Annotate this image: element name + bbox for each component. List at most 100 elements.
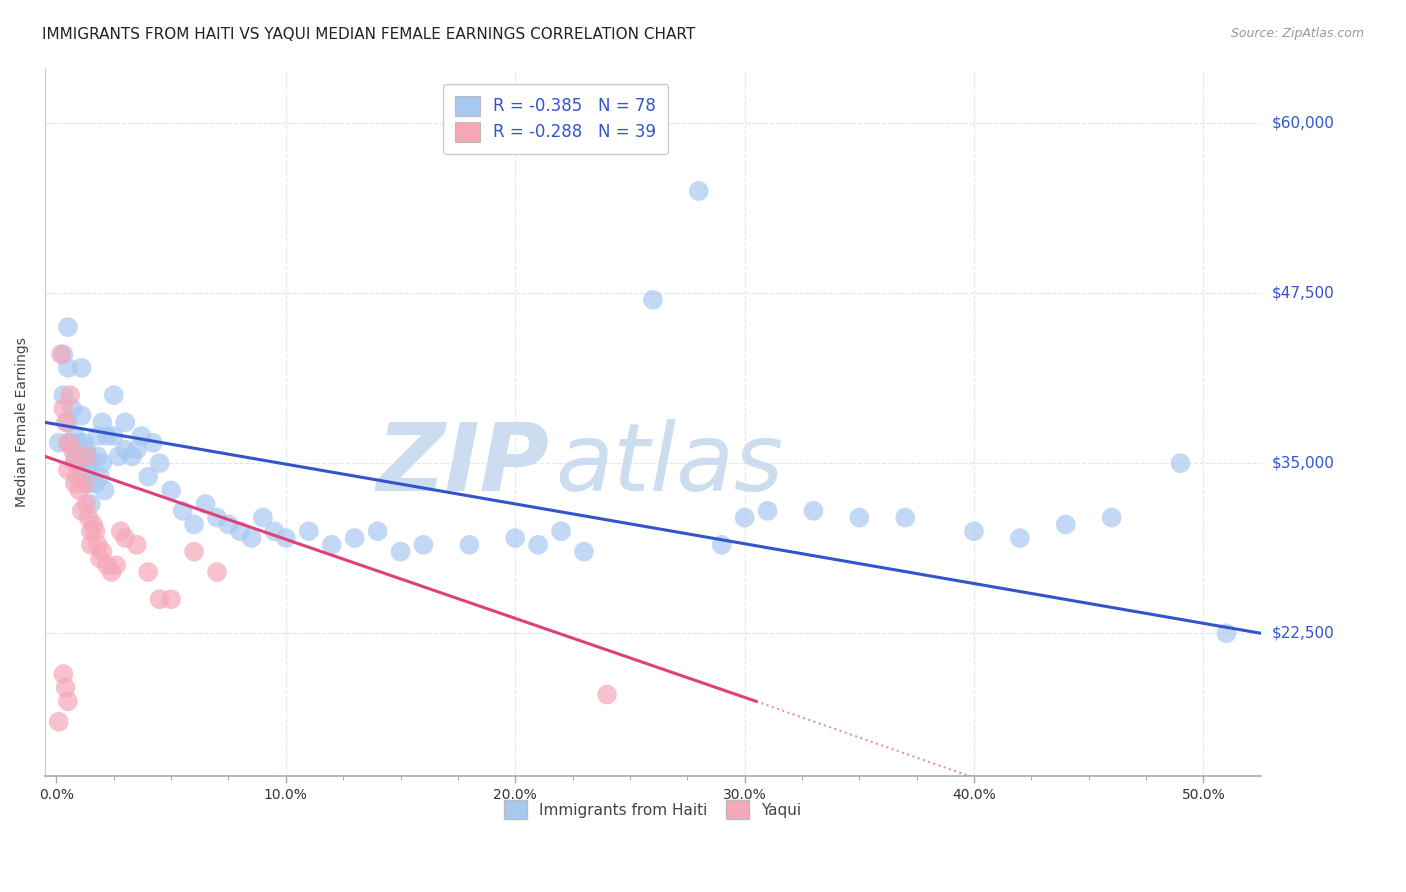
Point: [62, 401, 84, 416]
Point: [963, 524, 986, 539]
Point: [75, 497, 97, 511]
Point: [89, 470, 111, 484]
Text: $47,500: $47,500: [1272, 285, 1334, 301]
Point: [503, 531, 526, 545]
Point: [172, 504, 194, 518]
Point: [49, 347, 72, 361]
Point: [183, 517, 205, 532]
Point: [527, 538, 550, 552]
Text: IMMIGRANTS FROM HAITI VS YAQUI MEDIAN FEMALE EARNINGS CORRELATION CHART: IMMIGRANTS FROM HAITI VS YAQUI MEDIAN FE…: [42, 27, 696, 42]
Point: [91, 415, 114, 429]
Point: [91, 456, 114, 470]
Point: [641, 293, 664, 307]
Point: [848, 510, 870, 524]
Point: [56, 415, 79, 429]
Point: [73, 476, 96, 491]
Point: [205, 510, 228, 524]
Point: [107, 450, 129, 464]
Point: [67, 435, 90, 450]
Point: [103, 429, 125, 443]
Point: [596, 688, 619, 702]
Point: [77, 450, 100, 464]
Point: [89, 551, 111, 566]
Point: [93, 483, 115, 498]
Point: [734, 510, 756, 524]
Point: [84, 524, 107, 539]
Point: [205, 565, 228, 579]
Point: [131, 429, 153, 443]
Text: $60,000: $60,000: [1272, 115, 1334, 130]
Point: [710, 538, 733, 552]
Point: [87, 538, 110, 552]
Point: [59, 435, 82, 450]
Point: [263, 524, 285, 539]
Point: [63, 429, 86, 443]
Point: [218, 517, 240, 532]
Point: [66, 442, 89, 457]
Point: [80, 538, 103, 552]
Point: [1054, 517, 1077, 532]
Point: [103, 388, 125, 402]
Point: [183, 544, 205, 558]
Point: [240, 531, 263, 545]
Point: [59, 388, 82, 402]
Point: [125, 442, 148, 457]
Point: [73, 435, 96, 450]
Point: [298, 524, 321, 539]
Point: [572, 544, 595, 558]
Point: [194, 497, 217, 511]
Point: [75, 442, 97, 457]
Point: [52, 401, 75, 416]
Point: [77, 476, 100, 491]
Point: [56, 463, 79, 477]
Point: [125, 538, 148, 552]
Point: [756, 504, 779, 518]
Point: [70, 504, 93, 518]
Point: [56, 694, 79, 708]
Point: [80, 497, 103, 511]
Point: [63, 456, 86, 470]
Text: $35,000: $35,000: [1272, 456, 1334, 471]
Point: [274, 531, 297, 545]
Point: [550, 524, 572, 539]
Point: [389, 544, 412, 558]
Point: [87, 450, 110, 464]
Point: [48, 435, 70, 450]
Point: [1170, 456, 1192, 470]
Point: [70, 360, 93, 375]
Point: [1215, 626, 1237, 640]
Point: [62, 442, 84, 457]
Point: [229, 524, 252, 539]
Point: [67, 483, 90, 498]
Point: [55, 415, 77, 429]
Point: [136, 470, 159, 484]
Point: [55, 681, 77, 695]
Point: [75, 463, 97, 477]
Point: [142, 435, 165, 450]
Point: [67, 456, 90, 470]
Point: [105, 558, 128, 573]
Point: [63, 476, 86, 491]
Point: [136, 565, 159, 579]
Point: [100, 565, 122, 579]
Point: [52, 388, 75, 402]
Text: Source: ZipAtlas.com: Source: ZipAtlas.com: [1230, 27, 1364, 40]
Point: [77, 510, 100, 524]
Point: [52, 667, 75, 681]
Point: [688, 184, 710, 198]
Point: [160, 483, 183, 498]
Point: [894, 510, 917, 524]
Point: [73, 470, 96, 484]
Point: [56, 320, 79, 334]
Point: [56, 360, 79, 375]
Point: [84, 476, 107, 491]
Point: [63, 450, 86, 464]
Point: [412, 538, 434, 552]
Point: [52, 347, 75, 361]
Text: atlas: atlas: [555, 419, 785, 510]
Point: [367, 524, 389, 539]
Point: [87, 429, 110, 443]
Point: [96, 429, 118, 443]
Point: [82, 517, 104, 532]
Point: [96, 558, 118, 573]
